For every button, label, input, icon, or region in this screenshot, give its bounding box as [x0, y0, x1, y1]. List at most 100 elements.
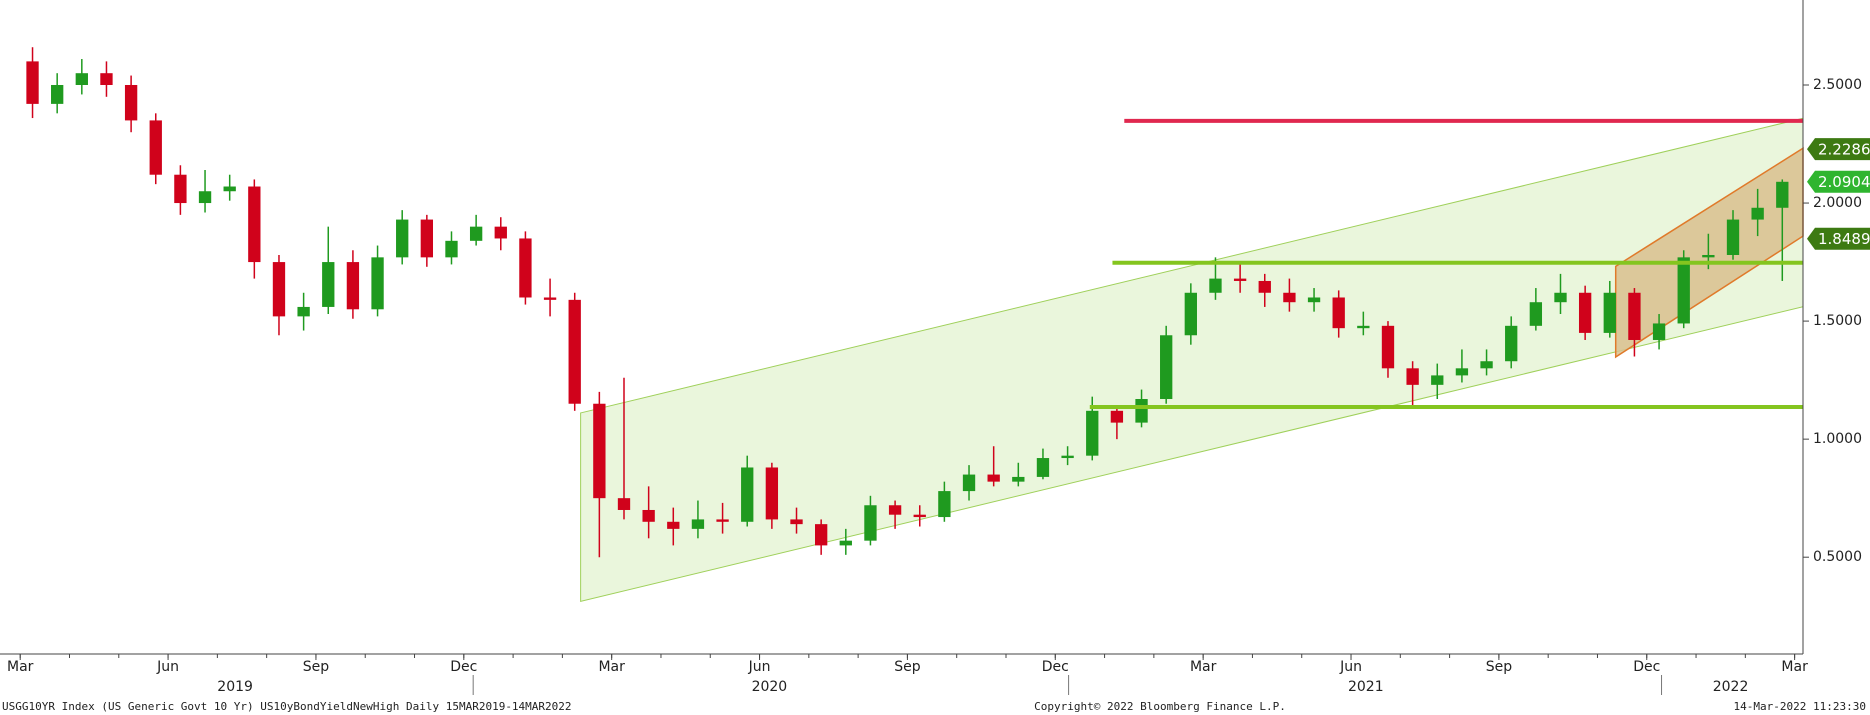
candle-body — [494, 226, 507, 239]
year-label: 2019 — [217, 679, 253, 695]
candle-body — [1480, 361, 1493, 369]
candle-body — [322, 262, 335, 307]
candle-body — [1431, 375, 1444, 385]
candle-body — [1628, 292, 1641, 340]
candle-body — [1135, 399, 1148, 423]
x-tick-label: Mar — [1781, 659, 1808, 675]
candle-body — [1677, 257, 1690, 324]
channel — [580, 117, 1804, 602]
x-tick-label: Mar — [1190, 659, 1217, 675]
candle-body — [297, 306, 310, 317]
candle-body — [1603, 292, 1616, 333]
candle-body — [149, 120, 162, 175]
x-tick-label: Sep — [303, 659, 330, 675]
footer-right: 14-Mar-2022 11:23:30 — [1734, 700, 1866, 713]
candle-body — [765, 467, 779, 520]
candle-body — [1652, 323, 1666, 340]
x-tick-label: Sep — [1486, 659, 1513, 675]
candle-body — [1455, 368, 1469, 376]
x-tick-label: Sep — [894, 659, 921, 675]
candle-body — [1061, 455, 1074, 459]
price-tag — [1807, 227, 1870, 250]
candle-body — [913, 514, 926, 518]
footer-center: Copyright© 2022 Bloomberg Finance L.P. — [1034, 700, 1286, 713]
candle-body — [839, 540, 852, 546]
footer-left: USGG10YR Index (US Generic Govt 10 Yr) U… — [2, 700, 572, 713]
candle-body — [248, 186, 261, 263]
y-tick-label: 1.0000 — [1813, 431, 1862, 447]
y-tick-label: 1.5000 — [1813, 313, 1862, 329]
candle-body — [1036, 458, 1050, 477]
candle-body — [272, 262, 286, 317]
candle-body — [519, 238, 532, 298]
year-label: 2020 — [752, 679, 788, 695]
x-tick-label: Jun — [748, 659, 771, 675]
candle-body — [1726, 219, 1740, 255]
candle-body — [1381, 325, 1395, 369]
candle-body — [1233, 278, 1247, 281]
x-tick-label: Mar — [598, 659, 625, 675]
x-tick-label: Mar — [7, 659, 34, 675]
candle-body — [420, 219, 434, 258]
candle-body — [1184, 292, 1197, 336]
candle-body — [174, 174, 187, 204]
candle-body — [987, 474, 1000, 482]
year-label: 2021 — [1348, 679, 1384, 695]
x-tick-label: Dec — [1633, 659, 1660, 675]
year-label: 2022 — [1713, 679, 1749, 695]
candle-body — [814, 524, 828, 546]
candle-body — [1283, 292, 1296, 303]
y-tick-label: 2.5000 — [1813, 77, 1862, 93]
candle-body — [1332, 297, 1345, 329]
candle-body — [1554, 292, 1567, 303]
candle-body — [716, 519, 729, 522]
price-tag — [1807, 138, 1870, 161]
candle-body — [1702, 254, 1715, 258]
candle-body — [1529, 302, 1543, 326]
candle-body — [1406, 368, 1419, 385]
candle-body — [1357, 325, 1370, 329]
y-tick-label: 2.0000 — [1813, 195, 1862, 211]
x-tick-label: Dec — [450, 659, 477, 675]
candle-body — [371, 257, 384, 310]
candle-body — [617, 498, 631, 510]
candle-body — [864, 505, 877, 541]
candle-body — [223, 186, 236, 192]
candle-body — [1110, 410, 1124, 423]
candle-body — [1258, 280, 1271, 293]
candle-body — [1160, 335, 1173, 400]
candle-body — [667, 521, 680, 529]
x-tick-label: Dec — [1042, 659, 1069, 675]
candle-body — [790, 519, 803, 525]
candle-body — [469, 226, 483, 241]
candle-body — [938, 491, 951, 518]
candle-body — [198, 191, 212, 204]
x-tick-label: Jun — [1339, 659, 1362, 675]
price-tag — [1807, 170, 1870, 193]
candle-body — [26, 61, 39, 104]
price-tag-label: 2.2286 — [1818, 141, 1870, 159]
candle-body — [691, 519, 705, 529]
candle-body — [543, 297, 557, 300]
candle-body — [1751, 207, 1764, 220]
candle-body — [741, 467, 754, 522]
y-tick-label: 0.5000 — [1813, 549, 1862, 565]
candle-body — [51, 84, 64, 104]
candle-body — [346, 262, 360, 310]
x-tick-label: Jun — [156, 659, 179, 675]
candle-body — [1578, 292, 1592, 333]
price-tag-label: 1.8489 — [1818, 230, 1870, 248]
candle-body — [1505, 325, 1518, 362]
candle-body — [124, 84, 138, 121]
candle-body — [1209, 278, 1222, 293]
candle-body — [642, 509, 655, 522]
candle-body — [1012, 476, 1025, 482]
candle-body — [888, 505, 902, 515]
candle-body — [75, 73, 88, 85]
candle-body — [445, 240, 458, 258]
candle-body — [568, 299, 581, 404]
candle-body — [1307, 297, 1321, 303]
price-tag-label: 2.0904 — [1818, 173, 1870, 191]
